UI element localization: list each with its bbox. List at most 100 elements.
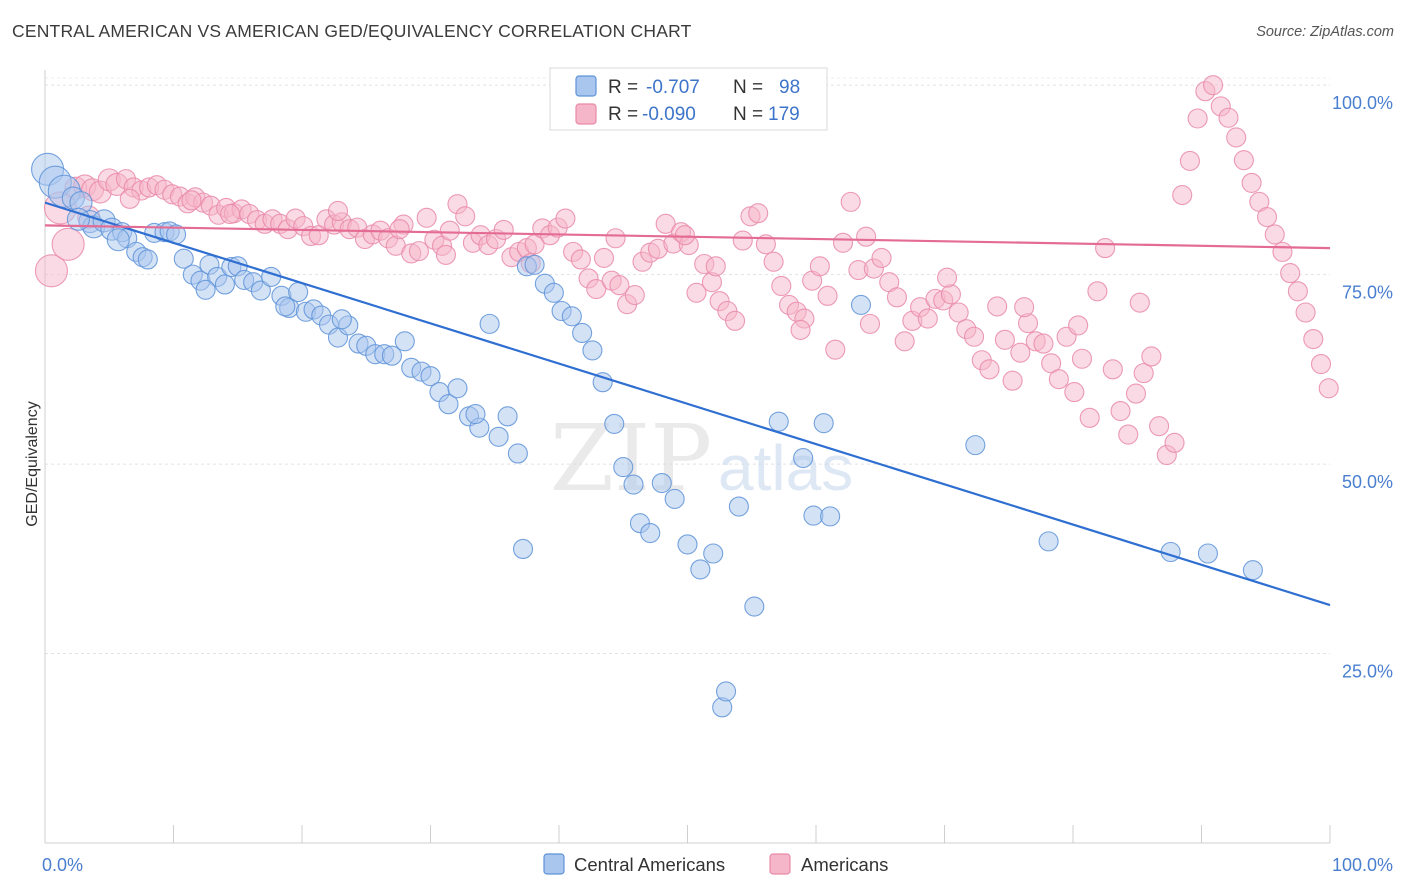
americans-point-125 [1010, 342, 1031, 363]
americans-point-171 [605, 228, 626, 249]
watermark-zip: ZIP [550, 405, 712, 512]
americans-point-79 [655, 213, 676, 234]
central-americans-point-92 [275, 296, 296, 317]
legend-r-label-blue: R = [608, 77, 638, 98]
americans-point-89 [732, 230, 753, 251]
central-americans-point-54 [488, 426, 509, 447]
americans-point-163 [1303, 328, 1324, 350]
americans-point-155 [1241, 172, 1262, 193]
americans-point-142 [1141, 346, 1162, 367]
bottom-legend-label-pink: Americans [801, 854, 888, 875]
americans-point-93 [763, 251, 784, 272]
americans-point-123 [994, 329, 1015, 350]
central-americans-point-88 [1242, 560, 1263, 581]
americans-point-160 [1280, 263, 1301, 284]
central-americans-point-64 [582, 340, 603, 361]
americans-point-167 [181, 190, 202, 211]
americans-point-147 [1179, 150, 1200, 171]
americans-point-164 [1310, 353, 1332, 375]
americans-point-100 [817, 285, 838, 306]
central-americans-point-53 [479, 313, 500, 334]
americans-point-148 [1187, 108, 1208, 129]
americans-point-119 [964, 326, 985, 347]
central-americans-point-70 [640, 522, 661, 544]
y-tick-label-3: 100.0% [1332, 93, 1393, 113]
americans-point-68 [570, 249, 591, 270]
americans-point-122 [987, 296, 1008, 317]
legend-n-value-pink: 179 [768, 104, 800, 125]
americans-point-51 [439, 220, 460, 241]
americans-point-154 [1233, 150, 1254, 171]
americans-point-128 [1033, 333, 1054, 354]
central-americans-point-62 [561, 306, 582, 327]
source-credit: Source: ZipAtlas.com [1256, 24, 1394, 40]
americans-point-0 [34, 254, 68, 288]
americans-point-158 [1264, 224, 1285, 245]
americans-point-103 [840, 191, 861, 212]
americans-point-145 [1164, 432, 1185, 453]
americans-point-99 [809, 256, 830, 277]
central-americans-point-56 [507, 443, 528, 464]
x-tick-label-1: 100.0% [1332, 855, 1393, 875]
chart-title: CENTRAL AMERICAN VS AMERICAN GED/EQUIVAL… [12, 21, 692, 41]
americans-point-180 [219, 203, 241, 225]
americans-point-102 [832, 232, 854, 253]
americans-point-169 [435, 244, 456, 265]
bottom-legend-label-blue: Central Americans [574, 854, 725, 875]
americans-point-66 [555, 208, 576, 229]
americans-point-105 [856, 226, 877, 247]
americans-point-177 [1068, 315, 1089, 336]
americans-point-107 [871, 247, 892, 268]
central-americans-point-63 [572, 322, 593, 344]
legend-n-label-pink: N = [733, 104, 763, 125]
central-americans-point-13 [137, 249, 158, 270]
central-americans-point-65 [592, 372, 613, 393]
y-tick-label-0: 25.0% [1342, 662, 1393, 682]
central-americans-point-85 [1038, 531, 1059, 552]
correlation-legend: R = -0.707 N = 98 R = -0.090 N = 179 [549, 67, 828, 131]
americans-point-162 [1295, 302, 1316, 323]
central-americans-point-60 [543, 282, 564, 303]
central-americans-point-95 [512, 538, 534, 560]
bottom-legend-swatch-pink [769, 853, 791, 875]
americans-point-153 [1226, 127, 1247, 148]
americans-point-124 [1002, 370, 1023, 391]
americans-point-71 [593, 247, 615, 268]
legend-r-label-pink: R = [608, 104, 638, 125]
americans-trendline [44, 224, 1331, 250]
americans-point-139 [1118, 424, 1139, 445]
americans-point-2 [51, 227, 85, 261]
legend-swatch-blue [575, 75, 597, 97]
central-americans-point-90 [106, 228, 130, 252]
americans-point-172 [705, 256, 726, 277]
americans-point-175 [937, 267, 958, 288]
trendlines [44, 201, 1331, 607]
americans-point-182 [674, 225, 695, 246]
americans-point-73 [609, 275, 630, 296]
americans-point-134 [1079, 407, 1100, 428]
y-tick-label-1: 50.0% [1342, 472, 1393, 492]
central-americans-point-77 [715, 681, 737, 702]
central-americans-point-72 [664, 488, 685, 509]
americans-point-173 [790, 319, 811, 340]
americans-point-135 [1087, 281, 1108, 302]
americans-point-70 [586, 278, 607, 300]
central-americans-point-87 [1197, 543, 1218, 564]
central-americans-point-23 [214, 274, 235, 295]
central-americans-point-58 [524, 254, 545, 275]
americans-point-101 [825, 339, 846, 360]
americans-point-92 [755, 234, 776, 255]
series-legend: Central Americans Americans [543, 853, 888, 875]
central-americans-point-75 [703, 543, 724, 564]
central-americans-point-91 [195, 279, 216, 300]
americans-point-179 [119, 188, 140, 209]
central-americans-point-67 [613, 457, 634, 478]
central-americans-point-96 [744, 596, 765, 617]
americans-point-159 [1272, 241, 1293, 262]
legend-swatch-pink [575, 103, 597, 125]
americans-point-94 [771, 275, 792, 297]
americans-point-138 [1110, 400, 1131, 422]
americans-point-150 [1203, 75, 1224, 96]
americans-point-75 [624, 285, 645, 306]
